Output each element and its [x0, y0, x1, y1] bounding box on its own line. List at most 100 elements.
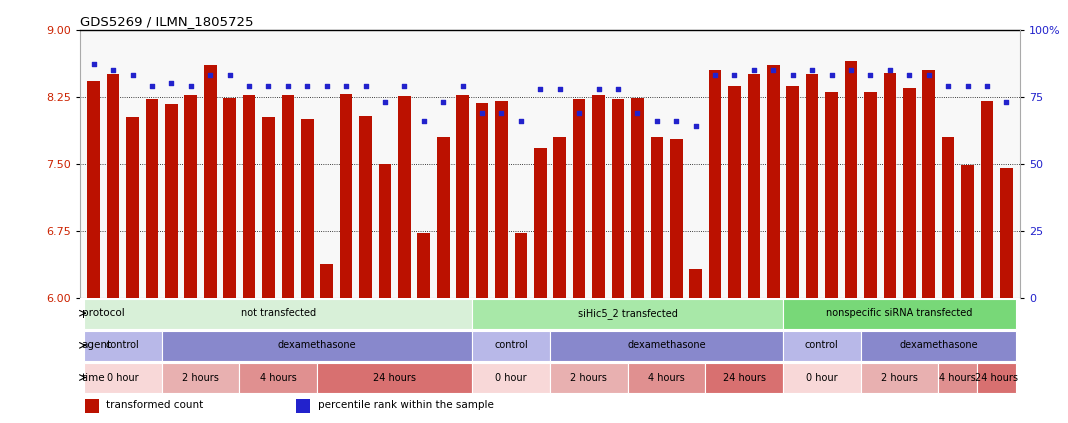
Point [921, 72, 938, 79]
Point [862, 72, 879, 79]
Bar [456, 95, 469, 298]
Bar [783, 299, 1016, 329]
Point [998, 99, 1015, 105]
Point [551, 85, 568, 92]
Bar [84, 363, 161, 393]
Text: 2 hours: 2 hours [570, 373, 608, 382]
Point [610, 85, 627, 92]
Bar [572, 99, 585, 298]
Bar [1000, 168, 1012, 298]
Point [415, 118, 433, 124]
Bar [864, 92, 877, 298]
Point [707, 72, 724, 79]
Point [299, 82, 316, 89]
Text: dexamethasone: dexamethasone [278, 341, 357, 350]
Text: dexamethasone: dexamethasone [899, 341, 977, 350]
Point [318, 82, 335, 89]
Bar [84, 331, 161, 361]
Bar [185, 95, 198, 298]
Point [570, 109, 587, 116]
Text: agent: agent [81, 341, 112, 350]
Point [162, 80, 179, 87]
Bar [631, 99, 644, 298]
Bar [145, 99, 158, 298]
Bar [262, 117, 274, 298]
Point [376, 99, 393, 105]
Text: transformed count: transformed count [107, 400, 204, 410]
Bar [786, 86, 799, 298]
Point [668, 118, 685, 124]
Point [260, 82, 277, 89]
Bar [340, 94, 352, 298]
Bar [437, 137, 450, 298]
Point [803, 66, 820, 73]
Bar [472, 363, 550, 393]
Text: control: control [106, 341, 140, 350]
Bar [107, 74, 120, 298]
Bar [728, 86, 741, 298]
Bar [418, 233, 430, 298]
Bar [689, 269, 702, 298]
Point [726, 72, 743, 79]
Point [357, 82, 374, 89]
Point [784, 72, 801, 79]
Point [881, 66, 898, 73]
Point [900, 72, 917, 79]
Text: 2 hours: 2 hours [881, 373, 918, 382]
Bar [861, 363, 939, 393]
Text: GDS5269 / ILMN_1805725: GDS5269 / ILMN_1805725 [80, 16, 253, 28]
Point [648, 118, 665, 124]
Text: 24 hours: 24 hours [373, 373, 417, 382]
Point [105, 66, 122, 73]
Bar [204, 66, 217, 298]
Text: 2 hours: 2 hours [182, 373, 219, 382]
Bar [223, 99, 236, 298]
Bar [748, 74, 760, 298]
Point [940, 82, 957, 89]
Bar [515, 233, 528, 298]
Bar [496, 101, 507, 298]
Point [124, 72, 141, 79]
Bar [320, 264, 333, 298]
Bar [301, 119, 314, 298]
Bar [472, 299, 783, 329]
Point [823, 72, 841, 79]
Text: 0 hour: 0 hour [806, 373, 837, 382]
Point [396, 82, 413, 89]
Bar [550, 331, 783, 361]
Bar [398, 96, 411, 298]
Bar [126, 117, 139, 298]
Point [202, 72, 219, 79]
Point [590, 85, 607, 92]
Bar [84, 399, 99, 413]
Point [240, 82, 257, 89]
Bar [705, 363, 783, 393]
Bar [472, 331, 550, 361]
Bar [534, 148, 547, 298]
Point [435, 99, 452, 105]
Bar [239, 363, 317, 393]
Text: protocol: protocol [81, 308, 124, 318]
Text: 0 hour: 0 hour [107, 373, 139, 382]
Point [473, 109, 490, 116]
Bar [161, 331, 472, 361]
Text: 4 hours: 4 hours [648, 373, 685, 382]
Bar [296, 399, 311, 413]
Bar [923, 70, 934, 298]
Bar [845, 61, 858, 298]
Bar [942, 137, 955, 298]
Point [513, 118, 530, 124]
Bar [939, 363, 977, 393]
Point [454, 82, 471, 89]
Text: 24 hours: 24 hours [975, 373, 1018, 382]
Text: 4 hours: 4 hours [940, 373, 976, 382]
Point [687, 123, 704, 129]
Point [337, 82, 355, 89]
Bar [359, 116, 372, 298]
Bar [670, 139, 682, 298]
Bar [783, 363, 861, 393]
Bar [980, 101, 993, 298]
Bar [628, 363, 705, 393]
Bar [783, 331, 861, 361]
Text: percentile rank within the sample: percentile rank within the sample [318, 400, 493, 410]
